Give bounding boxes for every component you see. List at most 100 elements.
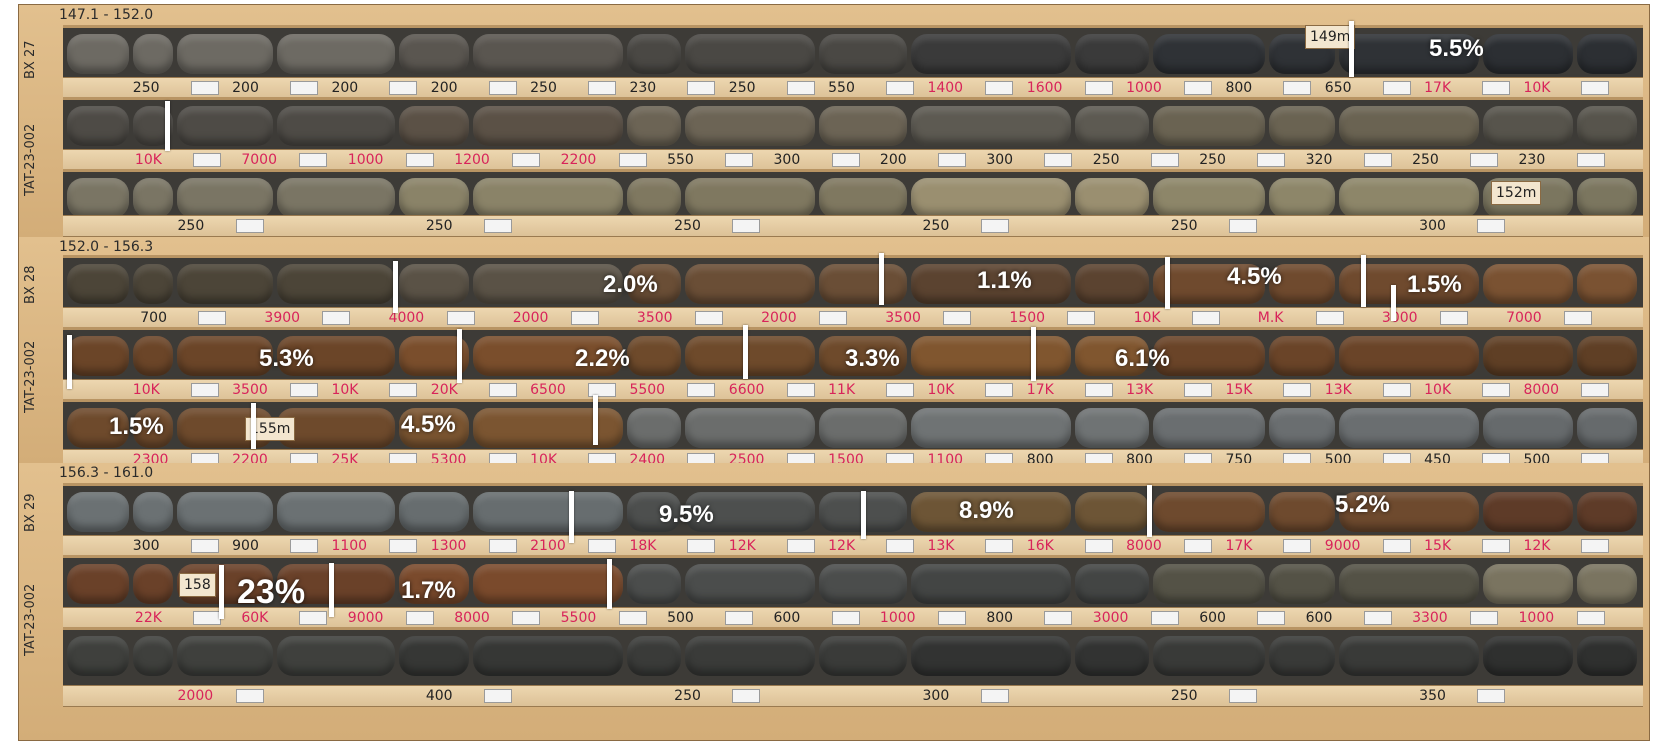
core-piece (1269, 492, 1335, 532)
core-piece (1153, 636, 1265, 676)
assay-value: 1100 (331, 538, 368, 554)
interval-grade: 5.3% (259, 345, 314, 372)
core-piece (1577, 564, 1637, 604)
core-piece (177, 34, 273, 74)
core-piece (685, 34, 815, 74)
interval-grade: 23% (237, 573, 306, 611)
sample-tag (235, 219, 264, 233)
sample-tag (1470, 153, 1499, 167)
assay-value: 11K (828, 382, 856, 398)
assay-value: 2000 (761, 310, 797, 326)
assay-value: 12K (828, 538, 856, 554)
core-piece (627, 492, 681, 532)
core-piece (1075, 492, 1149, 532)
core-piece (627, 264, 681, 304)
assay-value: 200 (430, 80, 458, 96)
assay-value: 300 (1419, 218, 1446, 234)
core-piece (911, 408, 1071, 448)
sample-tag (786, 383, 815, 397)
core-piece (1153, 178, 1265, 218)
core-piece (1483, 564, 1573, 604)
hole-id-label: TAT-23-002 (23, 583, 38, 657)
sample-tag (389, 539, 418, 553)
interval-grade: 2.2% (575, 345, 630, 372)
sample-tag (192, 153, 221, 167)
assay-value: 60K (241, 610, 269, 626)
sample-tag (488, 539, 517, 553)
core-piece (1577, 178, 1637, 218)
core-piece (911, 336, 1071, 376)
assay-value: 550 (667, 152, 694, 168)
interval-marker (1031, 327, 1036, 381)
assay-value: 3000 (1092, 610, 1129, 626)
sample-tag (732, 219, 761, 233)
core-piece (911, 34, 1071, 74)
sample-tag (1184, 539, 1213, 553)
assay-value: 3900 (264, 310, 301, 326)
core-piece (67, 178, 129, 218)
core-piece (133, 178, 173, 218)
core-piece (67, 636, 129, 676)
core-piece (277, 492, 395, 532)
interval-grade: 9.5% (659, 501, 714, 528)
core-piece (1269, 564, 1335, 604)
assay-value: 300 (986, 152, 1014, 168)
sample-tag (446, 311, 475, 325)
box-depth-header: 147.1 - 152.0 (59, 7, 154, 23)
tray: 700 3900 4000 2000 3500 2000 3500 1500 10K M.K 300… (63, 255, 1643, 471)
assay-value: 10K (1133, 310, 1161, 326)
core-piece (1153, 264, 1265, 304)
core-piece (911, 636, 1071, 676)
interval-marker (165, 101, 170, 151)
sample-tag (1363, 611, 1392, 625)
sample-tag (1044, 611, 1073, 625)
sample-tag (687, 539, 716, 553)
assay-strip-2: 10K 7000 1000 1200 2200 550 300 200 300 250 250 320… (63, 149, 1643, 171)
core-piece (1075, 564, 1149, 604)
assay-strip-8: 22K 60K 9000 8000 5500 500 600 1000 800 3000 600 60… (63, 607, 1643, 629)
core-piece (685, 336, 815, 376)
assay-value: 7000 (241, 152, 277, 168)
core-row-7 (63, 483, 1643, 540)
core-piece (399, 564, 469, 604)
sample-tag (190, 539, 219, 553)
core-piece (1483, 264, 1573, 304)
core-piece (133, 336, 173, 376)
assay-strip-4: 700 3900 4000 2000 3500 2000 3500 1500 10K M.K 300… (63, 307, 1643, 329)
assay-value: 13K (927, 538, 955, 554)
assay-value: 5500 (629, 382, 666, 398)
sample-tag (322, 311, 351, 325)
sample-tag (831, 153, 860, 167)
assay-value: 20K (430, 382, 458, 398)
assay-value: 22K (134, 610, 162, 626)
core-piece (1075, 178, 1149, 218)
core-piece (399, 34, 469, 74)
sample-tag (886, 539, 915, 553)
assay-value: 10K (134, 152, 162, 168)
sample-tag (1315, 311, 1344, 325)
sample-tag (819, 311, 848, 325)
core-row-1 (63, 25, 1643, 82)
core-piece (1483, 408, 1573, 448)
sample-tag (1084, 81, 1113, 95)
interval-grade: 3.3% (845, 345, 900, 372)
box-depth-header: 156.3 - 161.0 (59, 465, 154, 481)
sample-tag (1363, 153, 1392, 167)
sample-tag (1581, 81, 1610, 95)
core-piece (819, 564, 907, 604)
sample-tag (192, 611, 221, 625)
core-piece (1577, 636, 1637, 676)
core-piece (1075, 408, 1149, 448)
core-piece (1153, 34, 1265, 74)
interval-marker (1349, 21, 1354, 77)
assay-value: 600 (1305, 610, 1333, 626)
assay-value: 10K (1523, 80, 1551, 96)
core-piece (1577, 106, 1637, 146)
assay-value: 8000 (1126, 538, 1162, 554)
sample-tag (483, 219, 512, 233)
assay-value: 8000 (1523, 382, 1560, 398)
core-piece (177, 264, 273, 304)
sample-tag (1477, 689, 1506, 703)
sample-tag (1228, 219, 1257, 233)
assay-value: 9000 (347, 610, 384, 626)
